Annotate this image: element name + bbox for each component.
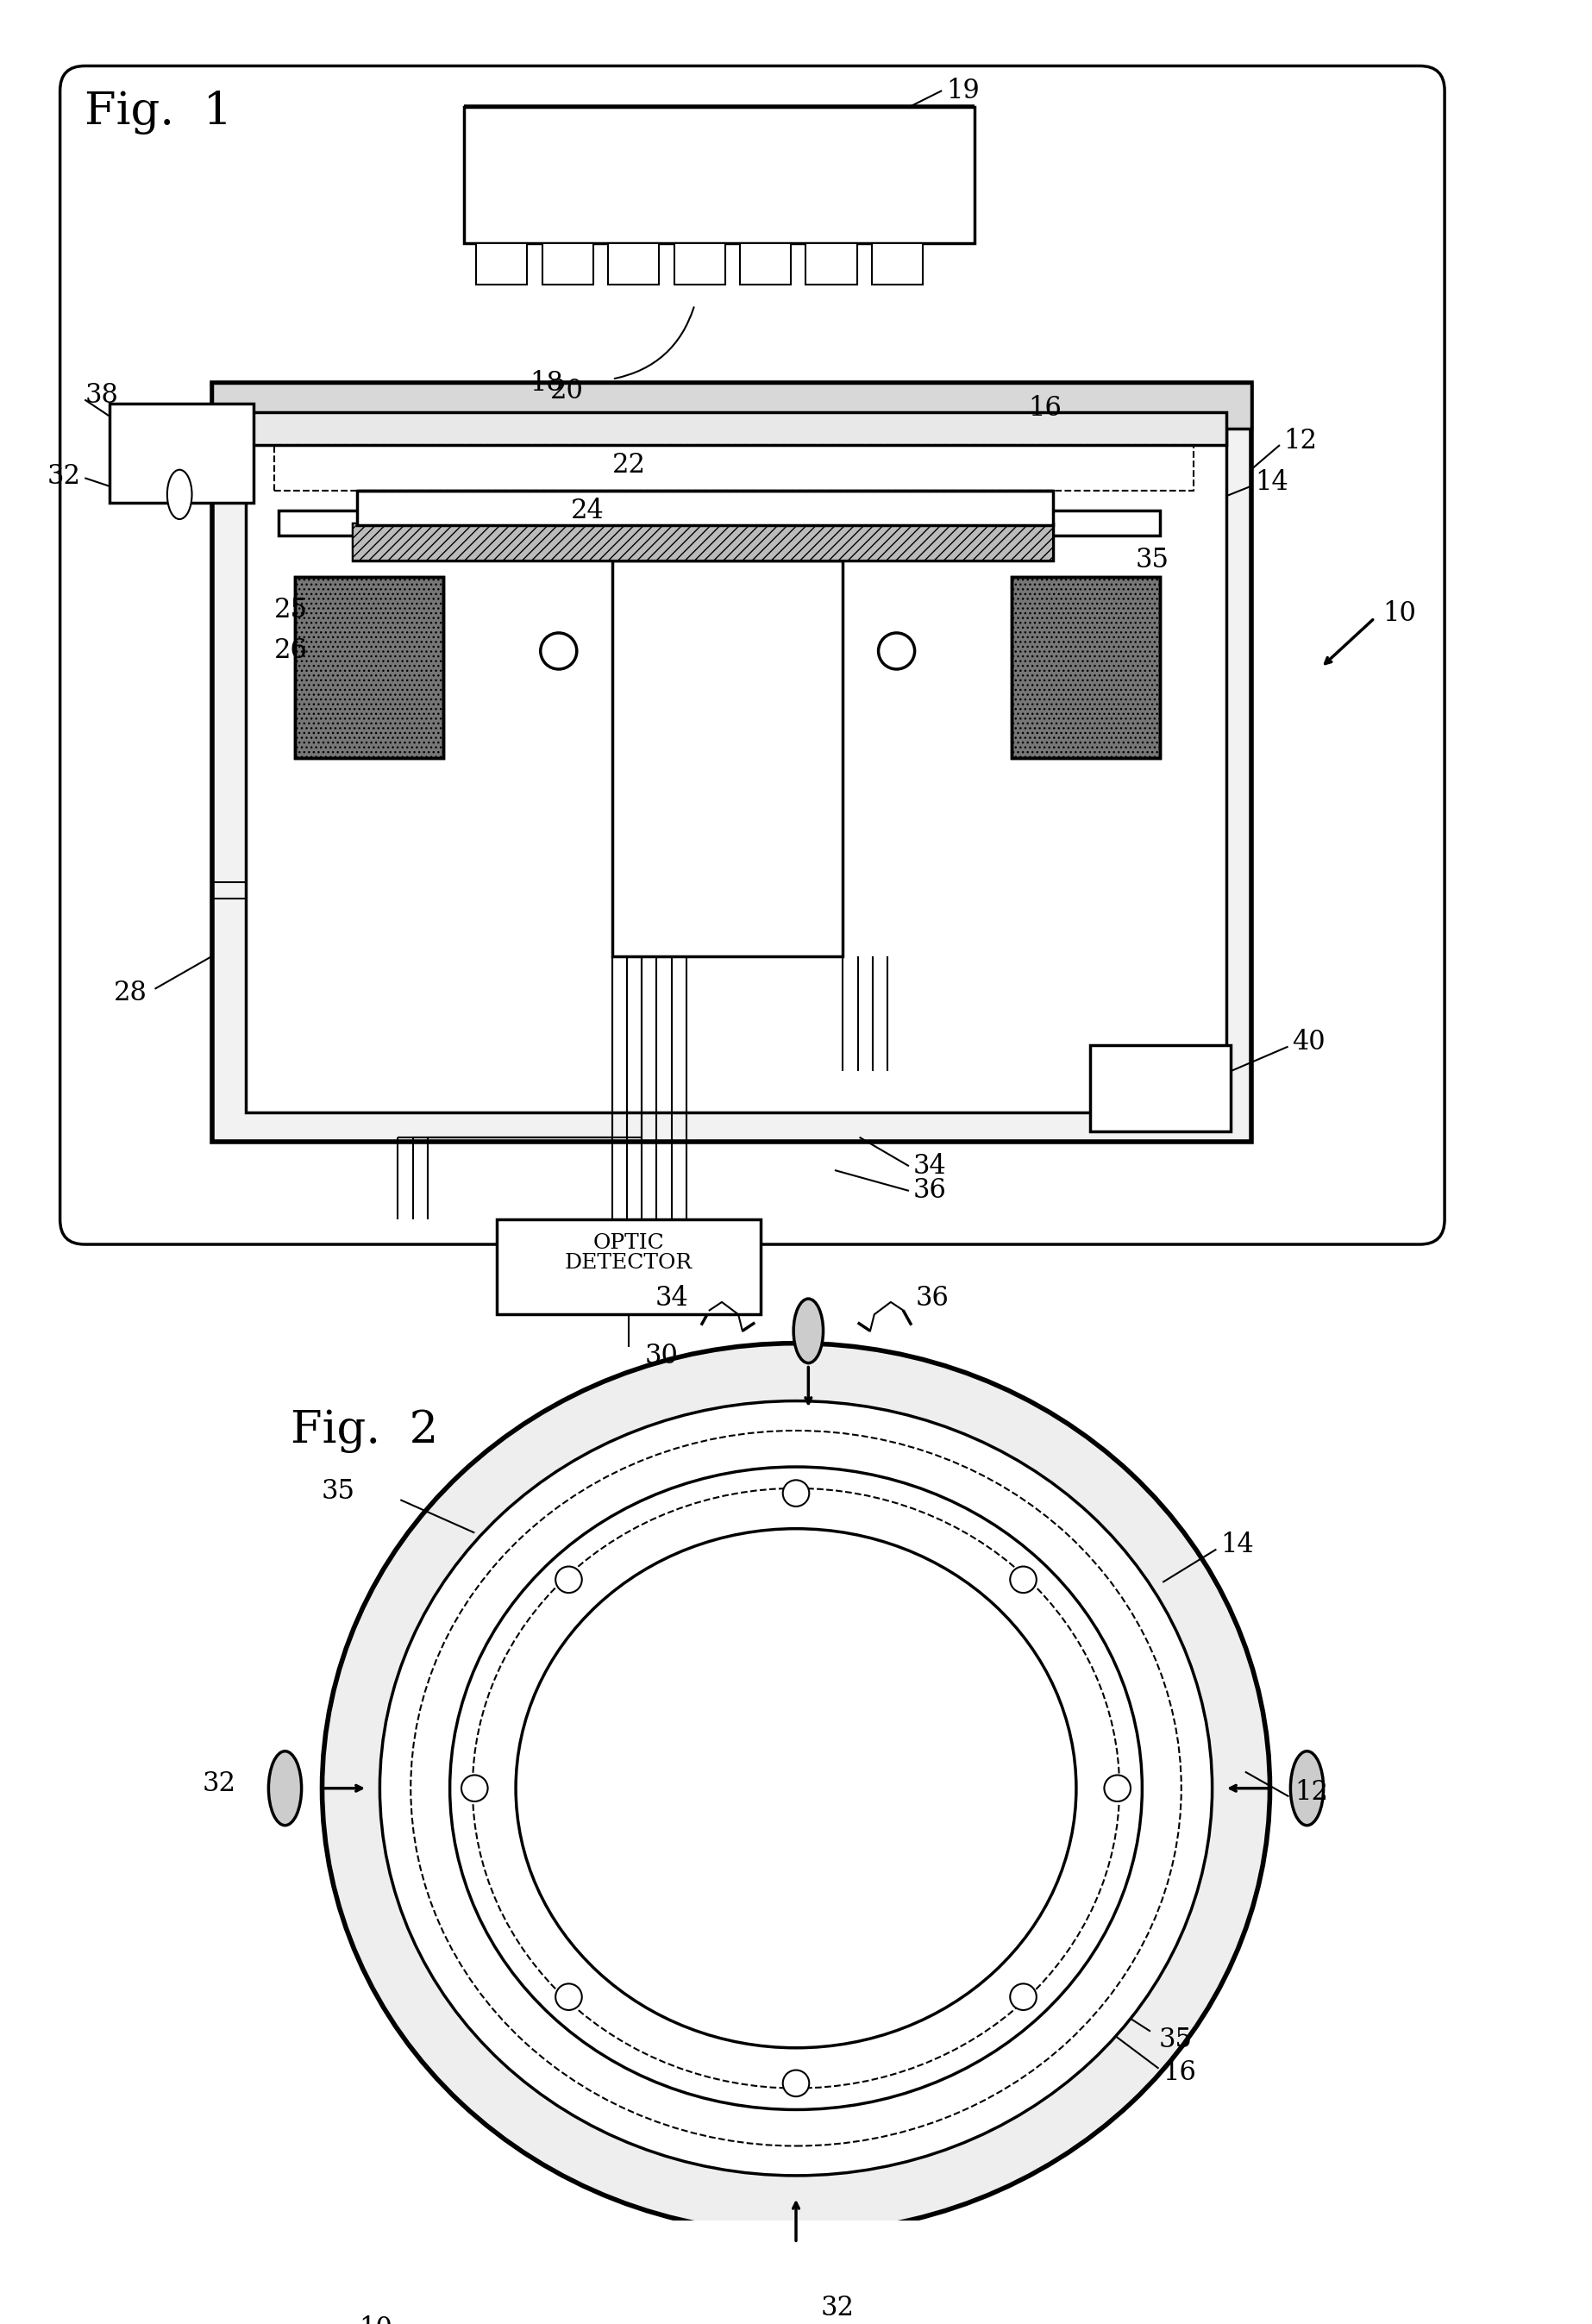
Text: 35: 35 — [1159, 2027, 1192, 2052]
Text: 36: 36 — [914, 1178, 947, 1204]
Circle shape — [1009, 1985, 1036, 2010]
Ellipse shape — [269, 1752, 301, 1824]
Ellipse shape — [793, 1299, 823, 1364]
Bar — [352, 523, 1054, 560]
Bar — [279, 511, 377, 535]
Circle shape — [462, 1776, 487, 1801]
Ellipse shape — [322, 1343, 1270, 2233]
Text: 10: 10 — [360, 2315, 393, 2324]
Bar — [608, 244, 659, 284]
Bar — [245, 411, 1226, 1113]
Bar — [1013, 576, 1161, 758]
Bar — [476, 244, 527, 284]
Bar — [673, 244, 724, 284]
Text: 35: 35 — [1135, 546, 1169, 574]
Text: 38: 38 — [84, 381, 118, 409]
Bar — [872, 244, 923, 284]
Text: 28: 28 — [113, 981, 146, 1006]
Bar — [613, 560, 844, 955]
Bar — [1091, 1046, 1231, 1132]
Text: DETECTOR: DETECTOR — [565, 1253, 693, 1274]
Circle shape — [556, 1985, 583, 2010]
Text: 12: 12 — [1283, 428, 1318, 453]
Bar — [212, 383, 1251, 1141]
Bar — [806, 244, 856, 284]
Circle shape — [1009, 1566, 1036, 1592]
Text: 25: 25 — [274, 597, 307, 623]
Circle shape — [541, 632, 576, 669]
Text: 22: 22 — [611, 453, 645, 479]
Text: 26: 26 — [274, 637, 307, 665]
Circle shape — [879, 632, 915, 669]
FancyArrowPatch shape — [330, 546, 373, 609]
Text: 14: 14 — [1254, 469, 1288, 495]
FancyArrowPatch shape — [330, 627, 339, 648]
Text: 36: 36 — [915, 1285, 949, 1311]
Bar — [740, 244, 791, 284]
Bar — [274, 444, 1194, 490]
Text: 16: 16 — [1028, 395, 1062, 421]
Text: 34: 34 — [656, 1285, 689, 1311]
Bar — [357, 490, 1054, 525]
Ellipse shape — [167, 469, 193, 518]
Bar — [543, 244, 594, 284]
Bar — [1013, 576, 1161, 758]
Text: 24: 24 — [572, 497, 605, 525]
Circle shape — [783, 1480, 809, 1506]
Text: 32: 32 — [821, 2296, 855, 2322]
Text: 30: 30 — [645, 1343, 678, 1369]
Text: 16: 16 — [1162, 2059, 1196, 2087]
Text: 12: 12 — [1294, 1778, 1328, 1806]
Text: 14: 14 — [1221, 1532, 1254, 1559]
Bar — [352, 523, 1054, 560]
Bar — [699, 511, 1161, 535]
Bar — [245, 411, 1226, 444]
Text: 32: 32 — [48, 462, 81, 490]
Bar — [110, 404, 253, 502]
Text: Fig.  2: Fig. 2 — [291, 1408, 438, 1452]
Bar — [212, 383, 1251, 428]
Circle shape — [783, 2071, 809, 2096]
Ellipse shape — [380, 1401, 1212, 2175]
Text: 40: 40 — [1293, 1030, 1326, 1055]
Ellipse shape — [451, 1466, 1141, 2110]
FancyArrowPatch shape — [615, 307, 694, 379]
Circle shape — [556, 1566, 583, 1592]
Bar — [497, 1220, 761, 1315]
Text: Fig.  1: Fig. 1 — [84, 91, 232, 135]
Text: 20: 20 — [551, 379, 584, 404]
Ellipse shape — [516, 1529, 1076, 2047]
Bar — [295, 576, 443, 758]
Circle shape — [1105, 1776, 1130, 1801]
Text: 19: 19 — [946, 77, 979, 105]
Ellipse shape — [1291, 1752, 1323, 1824]
Text: 18: 18 — [530, 370, 564, 397]
Text: 35: 35 — [322, 1478, 355, 1506]
Bar — [463, 107, 974, 244]
Text: 32: 32 — [202, 1771, 236, 1796]
Text: 10: 10 — [1383, 600, 1417, 627]
Bar — [295, 576, 443, 758]
Ellipse shape — [759, 2261, 833, 2296]
Text: 34: 34 — [914, 1153, 947, 1181]
Text: OPTIC: OPTIC — [592, 1232, 664, 1253]
